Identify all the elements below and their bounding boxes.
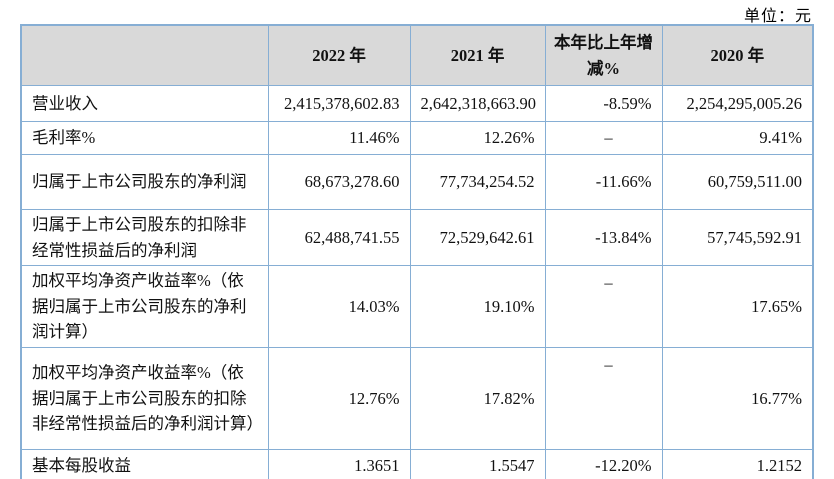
header-indicator <box>20 24 269 87</box>
table-row-revenue: 营业收入 2,415,378,602.83 2,642,318,663.90 -… <box>20 85 814 123</box>
value-change: -8.59% <box>544 85 663 123</box>
row-label: 归属于上市公司股东的净利润 <box>20 154 269 211</box>
header-year-2022: 2022 年 <box>267 24 411 87</box>
table-row-net-profit: 归属于上市公司股东的净利润 68,673,278.60 77,734,254.5… <box>20 154 814 211</box>
row-label: 加权平均净资产收益率%（依据归属于上市公司股东的净利润计算） <box>20 265 269 348</box>
row-label: 基本每股收益 <box>20 448 269 479</box>
value-2022: 1.3651 <box>267 448 411 479</box>
value-2022: 68,673,278.60 <box>267 154 411 211</box>
unit-label: 单位：元 <box>743 8 812 25</box>
row-label: 营业收入 <box>20 85 269 123</box>
value-2020: 2,254,295,005.26 <box>661 85 814 123</box>
value-2020: 60,759,511.00 <box>661 154 814 211</box>
value-change: – <box>544 121 663 156</box>
value-change: – <box>544 346 663 450</box>
value-2022: 2,415,378,602.83 <box>267 85 411 123</box>
value-2021: 2,642,318,663.90 <box>409 85 546 123</box>
header-year-2021: 2021 年 <box>409 24 546 87</box>
value-2021: 17.82% <box>409 346 546 450</box>
value-2022: 62,488,741.55 <box>267 209 411 267</box>
value-2021: 1.5547 <box>409 448 546 479</box>
value-2020: 57,745,592.91 <box>661 209 814 267</box>
table-row-basic-eps: 基本每股收益 1.3651 1.5547 -12.20% 1.2152 <box>20 448 814 479</box>
row-label: 归属于上市公司股东的扣除非经常性损益后的净利润 <box>20 209 269 267</box>
table-row-gross-margin: 毛利率% 11.46% 12.26% – 9.41% <box>20 121 814 156</box>
value-2021: 72,529,642.61 <box>409 209 546 267</box>
value-2021: 12.26% <box>409 121 546 156</box>
value-2021: 77,734,254.52 <box>409 154 546 211</box>
value-2020: 16.77% <box>661 346 814 450</box>
table-row-weighted-roe-excl-nonrecurring: 加权平均净资产收益率%（依据归属于上市公司股东的扣除非经常性损益后的净利润计算）… <box>20 346 814 450</box>
value-change: -13.84% <box>544 209 663 267</box>
value-2020: 9.41% <box>661 121 814 156</box>
table-header-row: 2022 年 2021 年 本年比上年增减% 2020 年 <box>20 24 814 87</box>
value-change: -11.66% <box>544 154 663 211</box>
value-change: -12.20% <box>544 448 663 479</box>
value-2021: 19.10% <box>409 265 546 348</box>
header-year-2020: 2020 年 <box>661 24 814 87</box>
row-label: 加权平均净资产收益率%（依据归属于上市公司股东的扣除非经常性损益后的净利润计算） <box>20 346 269 450</box>
financial-indicators-table: 2022 年 2021 年 本年比上年增减% 2020 年 营业收入 2,415… <box>20 24 814 479</box>
value-2022: 12.76% <box>267 346 411 450</box>
table-row-weighted-roe: 加权平均净资产收益率%（依据归属于上市公司股东的净利润计算） 14.03% 19… <box>20 265 814 348</box>
value-2022: 11.46% <box>267 121 411 156</box>
value-2022: 14.03% <box>267 265 411 348</box>
row-label: 毛利率% <box>20 121 269 156</box>
value-2020: 17.65% <box>661 265 814 348</box>
value-change: – <box>544 265 663 348</box>
header-yoy-change: 本年比上年增减% <box>544 24 663 87</box>
value-2020: 1.2152 <box>661 448 814 479</box>
table-row-net-profit-excl-nonrecurring: 归属于上市公司股东的扣除非经常性损益后的净利润 62,488,741.55 72… <box>20 209 814 267</box>
